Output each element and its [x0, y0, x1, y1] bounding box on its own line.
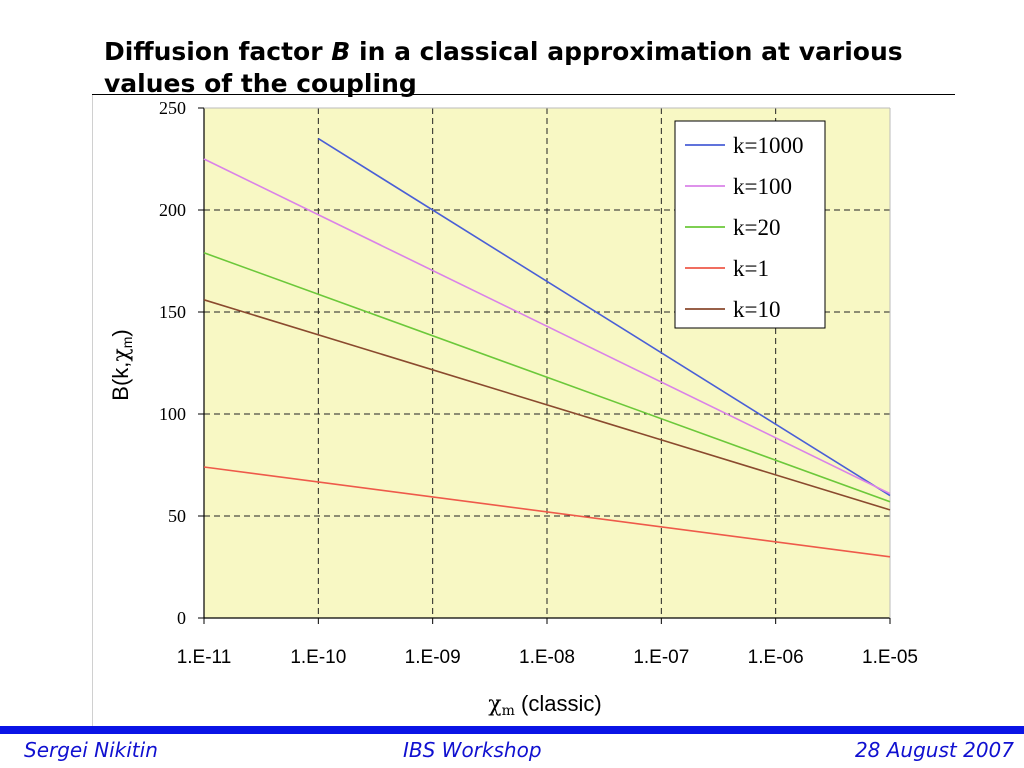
x-tick-label: 1.E-11: [177, 647, 232, 668]
legend-label: k=20: [733, 215, 780, 240]
chart: 0 50 100 150 200 250 1.E-11 1.E-10 1.E-09 1.E-08 1…: [108, 98, 918, 719]
x-tick-label: 1.E-10: [290, 647, 346, 668]
x-tick-label: 1.E-08: [519, 647, 575, 668]
axes: [198, 107, 891, 624]
x-axis-title-symbol: χ: [488, 692, 501, 717]
x-tick-label: 1.E-07: [633, 647, 689, 668]
y-axis-title-subscript: m: [119, 337, 135, 349]
footer-event: IBS Workshop: [403, 738, 542, 762]
legend: k=1000 k=100 k=20 k=1 k=10: [674, 120, 826, 329]
series-line-k=20: [203, 252, 891, 503]
x-axis-title-rest: (classic): [515, 691, 602, 716]
x-tick-label: 1.E-05: [862, 647, 918, 668]
x-tick-label: 1.E-06: [748, 647, 804, 668]
footer-bar: [0, 726, 1024, 734]
series-line-k=1: [203, 466, 891, 558]
title-text-pre: Diffusion factor: [104, 37, 332, 66]
x-tick-label: 1.E-09: [405, 647, 461, 668]
series-line-k=100: [203, 158, 891, 495]
x-axis-title-subscript: m: [502, 703, 515, 719]
title-text-post: in a classical approximation at various …: [104, 37, 903, 98]
title-variable: B: [331, 37, 351, 66]
series-line-k=10: [203, 299, 891, 511]
y-axis-title-close: ): [108, 329, 133, 336]
x-axis-title: χm (classic): [488, 691, 601, 719]
y-tick-label: 50: [168, 506, 186, 526]
slide-title: Diffusion factor B in a classical approx…: [104, 36, 984, 100]
left-divider: [92, 95, 93, 727]
title-divider: [92, 94, 955, 95]
y-tick-label: 200: [159, 200, 186, 220]
legend-label: k=1000: [733, 133, 803, 158]
ticks: 0 50 100 150 200 250 1.E-11 1.E-10 1.E-09 1.E-08 1…: [159, 98, 918, 668]
y-tick-label: 0: [177, 608, 186, 628]
y-axis-title: B(k,χm): [108, 329, 135, 400]
legend-label: k=1: [733, 256, 769, 281]
series-line-k=1000: [317, 137, 891, 497]
series-lines: [203, 137, 891, 558]
y-tick-label: 100: [159, 404, 186, 424]
y-tick-label: 250: [159, 98, 186, 118]
y-axis-title-main: B(k,: [108, 362, 133, 401]
footer-author: Sergei Nikitin: [24, 738, 158, 762]
legend-label: k=10: [733, 297, 780, 322]
legend-label: k=100: [733, 174, 792, 199]
y-axis-title-symbol: χ: [109, 348, 134, 361]
legend-box: [674, 120, 826, 329]
y-tick-label: 150: [159, 302, 186, 322]
footer-date: 28 August 2007: [854, 738, 1014, 762]
